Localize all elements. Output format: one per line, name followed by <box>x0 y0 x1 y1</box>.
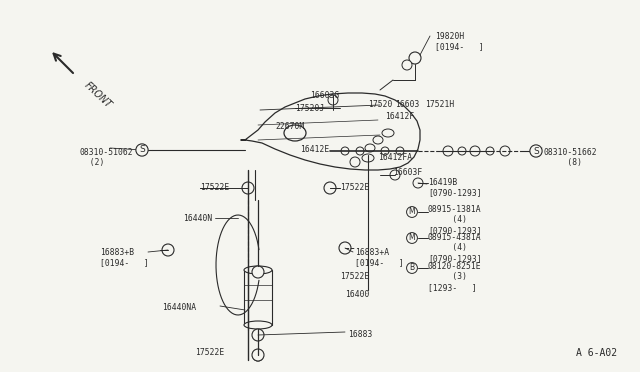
Text: 17522E: 17522E <box>195 348 224 357</box>
Text: 16400: 16400 <box>345 290 369 299</box>
Circle shape <box>252 349 264 361</box>
Ellipse shape <box>365 144 375 152</box>
Text: 08120-8251E
     (3)
[1293-   ]: 08120-8251E (3) [1293- ] <box>428 262 482 292</box>
Text: 16419B
[0790-1293]: 16419B [0790-1293] <box>428 178 482 198</box>
Text: 08915-4381A
     (4)
[0790-1293]: 08915-4381A (4) [0790-1293] <box>428 233 482 263</box>
Circle shape <box>242 182 254 194</box>
Circle shape <box>486 147 494 155</box>
Circle shape <box>396 147 404 155</box>
Circle shape <box>339 242 351 254</box>
Circle shape <box>470 146 480 156</box>
Circle shape <box>409 52 421 64</box>
Text: 17520J: 17520J <box>295 104 324 113</box>
Circle shape <box>350 157 360 167</box>
Text: 08310-51062
  (2): 08310-51062 (2) <box>80 148 134 167</box>
Text: 16603G: 16603G <box>310 91 339 100</box>
Text: 16412E: 16412E <box>300 145 329 154</box>
Text: 17521H: 17521H <box>425 100 454 109</box>
Text: A 6-A02: A 6-A02 <box>576 348 617 358</box>
Text: 16603F: 16603F <box>393 168 422 177</box>
Circle shape <box>458 147 466 155</box>
Text: 19820H
[0194-   ]: 19820H [0194- ] <box>435 32 484 51</box>
Circle shape <box>500 146 510 156</box>
Text: 16883: 16883 <box>348 330 372 339</box>
Circle shape <box>413 178 423 188</box>
Text: 17522E: 17522E <box>200 183 229 192</box>
Ellipse shape <box>244 321 272 329</box>
Text: 08310-51662
     (8): 08310-51662 (8) <box>543 148 596 167</box>
Circle shape <box>443 146 453 156</box>
Circle shape <box>402 60 412 70</box>
Text: 16440N: 16440N <box>183 214 212 223</box>
Circle shape <box>162 244 174 256</box>
Circle shape <box>381 147 389 155</box>
Text: M: M <box>409 208 415 217</box>
Text: B: B <box>410 263 415 273</box>
Text: 17522E: 17522E <box>340 272 369 281</box>
Text: S: S <box>139 145 145 154</box>
Text: 16883+B
[0194-   ]: 16883+B [0194- ] <box>100 248 148 267</box>
Text: 16412FA: 16412FA <box>378 153 412 162</box>
Text: 08915-1381A
     (4)
[0790-1293]: 08915-1381A (4) [0790-1293] <box>428 205 482 235</box>
Circle shape <box>324 182 336 194</box>
Circle shape <box>341 147 349 155</box>
Text: 16603: 16603 <box>395 100 419 109</box>
Circle shape <box>252 266 264 278</box>
Ellipse shape <box>284 125 306 141</box>
Text: 17522E: 17522E <box>340 183 369 192</box>
Text: 22670M: 22670M <box>275 122 304 131</box>
Text: FRONT: FRONT <box>82 80 113 110</box>
Text: 17520: 17520 <box>368 100 392 109</box>
Circle shape <box>356 147 364 155</box>
Bar <box>244 270 272 325</box>
Text: S: S <box>533 147 539 155</box>
Ellipse shape <box>244 266 272 274</box>
Text: 16440NA: 16440NA <box>162 303 196 312</box>
Text: M: M <box>409 234 415 243</box>
Ellipse shape <box>382 129 394 137</box>
Circle shape <box>328 95 338 105</box>
Text: 16883+A
[0194-   ]: 16883+A [0194- ] <box>355 248 404 267</box>
Circle shape <box>252 329 264 341</box>
Circle shape <box>390 170 400 180</box>
Ellipse shape <box>362 154 374 162</box>
Ellipse shape <box>373 136 383 144</box>
Text: 16412F: 16412F <box>385 112 414 121</box>
